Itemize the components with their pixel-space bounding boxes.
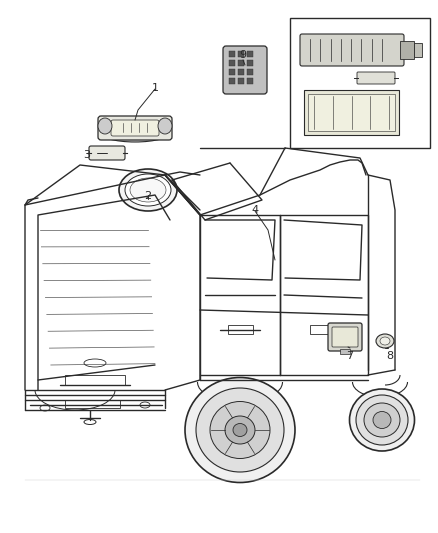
Text: 8: 8	[386, 351, 394, 361]
Ellipse shape	[119, 169, 177, 211]
Ellipse shape	[356, 395, 408, 445]
Ellipse shape	[376, 334, 394, 348]
Bar	[229, 69, 235, 75]
FancyBboxPatch shape	[332, 327, 358, 347]
Bar	[304, 90, 399, 135]
Bar	[228, 325, 253, 334]
FancyBboxPatch shape	[111, 120, 159, 136]
Bar	[247, 60, 253, 66]
Text: 2: 2	[145, 191, 152, 201]
Text: 3: 3	[84, 150, 91, 160]
FancyBboxPatch shape	[328, 323, 362, 351]
Ellipse shape	[196, 388, 284, 472]
Bar	[65, 400, 120, 408]
Bar	[247, 51, 253, 57]
Bar	[310, 325, 335, 334]
Bar	[340, 349, 350, 354]
Bar	[414, 43, 422, 57]
Ellipse shape	[185, 377, 295, 482]
FancyBboxPatch shape	[300, 34, 404, 66]
Ellipse shape	[99, 122, 171, 142]
Ellipse shape	[350, 389, 414, 451]
Ellipse shape	[380, 337, 390, 345]
FancyBboxPatch shape	[223, 46, 267, 94]
Text: 9: 9	[240, 50, 247, 60]
Ellipse shape	[158, 118, 172, 134]
FancyBboxPatch shape	[357, 72, 395, 84]
Ellipse shape	[225, 416, 255, 444]
Bar	[238, 69, 244, 75]
Bar	[229, 51, 235, 57]
Ellipse shape	[130, 178, 166, 202]
Bar	[247, 69, 253, 75]
Bar	[229, 78, 235, 84]
Bar	[400, 41, 414, 59]
Ellipse shape	[98, 118, 112, 134]
Bar	[65, 375, 125, 385]
Bar	[247, 78, 253, 84]
Ellipse shape	[364, 403, 400, 437]
Ellipse shape	[233, 424, 247, 437]
FancyBboxPatch shape	[98, 116, 172, 140]
Ellipse shape	[210, 401, 270, 458]
Ellipse shape	[125, 174, 171, 206]
Bar	[290, 18, 430, 148]
Bar	[238, 60, 244, 66]
Text: 4: 4	[251, 205, 258, 215]
Text: 1: 1	[152, 83, 159, 93]
Bar	[238, 51, 244, 57]
Bar	[308, 94, 395, 131]
FancyBboxPatch shape	[89, 146, 125, 160]
Bar	[229, 60, 235, 66]
Text: 6: 6	[367, 81, 374, 91]
Text: 7: 7	[346, 351, 353, 361]
Text: 5: 5	[367, 107, 374, 117]
Ellipse shape	[373, 411, 391, 429]
Bar	[238, 78, 244, 84]
